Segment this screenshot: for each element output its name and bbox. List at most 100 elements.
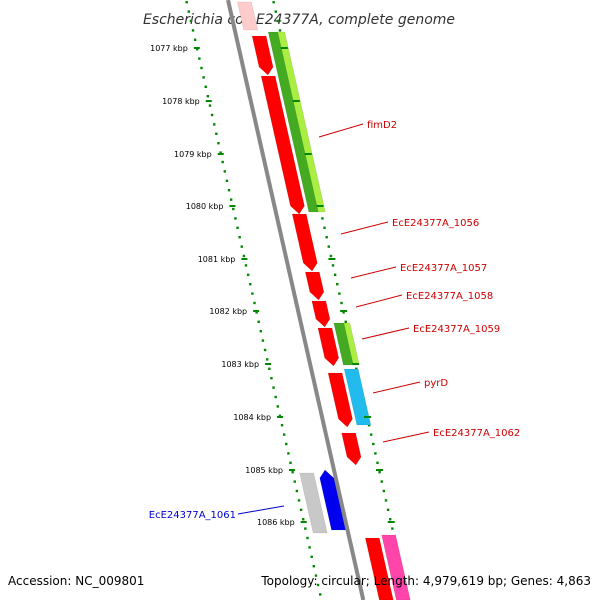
ruler-dot — [196, 48, 199, 51]
ruler-dot — [255, 311, 258, 314]
gene-arrow — [381, 534, 411, 600]
ruler-dot — [376, 461, 379, 464]
gene-label: EcE24377A_1061 — [149, 510, 236, 521]
ruler-tick-label: 1079 kbp — [174, 150, 212, 159]
ruler-dot — [318, 593, 322, 596]
ruler-dot — [236, 226, 239, 229]
backbone — [226, 0, 366, 600]
ruler-dot — [227, 189, 231, 192]
ruler-tick-label: 1077 kbp — [150, 44, 188, 53]
ruler-dot — [229, 198, 233, 201]
ruler-dot — [268, 367, 271, 370]
gene-label: EcE24377A_1056 — [392, 218, 479, 229]
gene-label-line — [355, 294, 403, 308]
ruler-dot — [206, 95, 210, 98]
ruler-dot — [374, 452, 377, 455]
gene-label-line — [340, 221, 389, 235]
ruler-dot — [249, 283, 252, 286]
gene-label-line — [237, 505, 285, 515]
accession-text: Accession: NC_009801 — [8, 574, 145, 588]
ruler-dot — [221, 160, 224, 164]
gene-label-line — [350, 266, 397, 279]
ruler-dot — [302, 518, 305, 521]
ruler-dot — [304, 527, 307, 530]
ruler-dot — [295, 489, 299, 493]
gene-label: pyrD — [424, 378, 448, 389]
ruler-dot — [242, 254, 246, 258]
ruler-dot — [367, 424, 371, 427]
ruler-dot — [299, 508, 303, 511]
gene-arrow — [299, 472, 328, 534]
ruler-dot — [217, 142, 220, 145]
ruler-dot — [310, 555, 313, 558]
gene-label-line — [318, 123, 364, 138]
ruler-tick-label: 1082 kbp — [209, 307, 247, 316]
ruler-dot — [189, 19, 193, 23]
ruler-dot — [193, 38, 197, 41]
ruler-dot — [185, 1, 188, 4]
ruler-dot — [263, 348, 267, 352]
ruler-dot — [336, 283, 339, 286]
ruler-dot — [331, 264, 335, 267]
ruler-dot — [272, 386, 275, 389]
ruler-dot — [187, 10, 190, 13]
gene-label-line — [372, 381, 421, 394]
ruler-dot — [386, 508, 390, 511]
ruler-dot — [191, 29, 195, 32]
gene-arrow — [341, 432, 362, 466]
ruler-dot — [282, 433, 286, 436]
ruler-dot — [257, 320, 260, 323]
gene-arrow — [311, 300, 331, 328]
gene-label-line — [382, 431, 430, 443]
ruler-tick-label: 1084 kbp — [233, 413, 271, 422]
ruler-dot — [274, 10, 277, 13]
ruler-tick-label: 1081 kbp — [198, 255, 236, 264]
map-title: Escherichia coli E24377A, complete genom… — [143, 12, 455, 28]
ruler-tick-label: 1078 kbp — [162, 97, 200, 106]
ruler-dot — [274, 395, 277, 399]
ruler-dot — [232, 207, 235, 211]
ruler-dot — [369, 433, 373, 436]
gene-arrow — [251, 35, 274, 76]
ruler-dot — [265, 358, 269, 361]
ruler-dot — [316, 583, 320, 587]
ruler-dot — [312, 565, 316, 568]
ruler-dot — [244, 264, 248, 267]
ruler-dot — [204, 85, 207, 88]
ruler-dot — [261, 339, 265, 342]
ruler-dot — [259, 330, 263, 333]
ruler-dot — [384, 499, 388, 502]
gene-arrow — [343, 322, 360, 366]
ruler-dot — [314, 574, 318, 577]
ruler-dot — [276, 19, 280, 23]
ruler-dot — [323, 226, 326, 229]
ruler-dot — [329, 254, 333, 258]
ruler-dot — [238, 236, 241, 239]
ruler-dot — [308, 546, 311, 549]
ruler-dot — [278, 29, 282, 32]
ruler-dot — [289, 461, 292, 464]
ruler-dot — [223, 170, 227, 173]
gene-label: fimD2 — [367, 120, 397, 131]
gene-arrow — [304, 271, 325, 301]
ruler-dot — [246, 273, 250, 276]
genome-summary: Topology: circular; Length: 4,979,619 bp… — [261, 574, 591, 588]
ruler-dot — [380, 480, 383, 483]
ruler-tick-label: 1083 kbp — [221, 360, 259, 369]
ruler-dot — [213, 123, 216, 126]
ruler-dot — [270, 377, 273, 380]
ruler-dot — [200, 66, 203, 70]
ruler-dot — [321, 217, 324, 220]
ruler-dot — [240, 245, 243, 248]
ruler-dot — [378, 471, 381, 474]
ruler-dot — [276, 405, 279, 408]
ruler-dot — [219, 151, 222, 154]
ruler-dot — [272, 1, 275, 4]
ruler-dot — [340, 301, 343, 305]
ruler-tick-label: 1085 kbp — [245, 466, 283, 475]
ruler-dot — [325, 236, 328, 239]
ruler-dot — [208, 104, 212, 107]
gene-arrow — [277, 31, 326, 213]
ruler-dot — [382, 489, 386, 493]
